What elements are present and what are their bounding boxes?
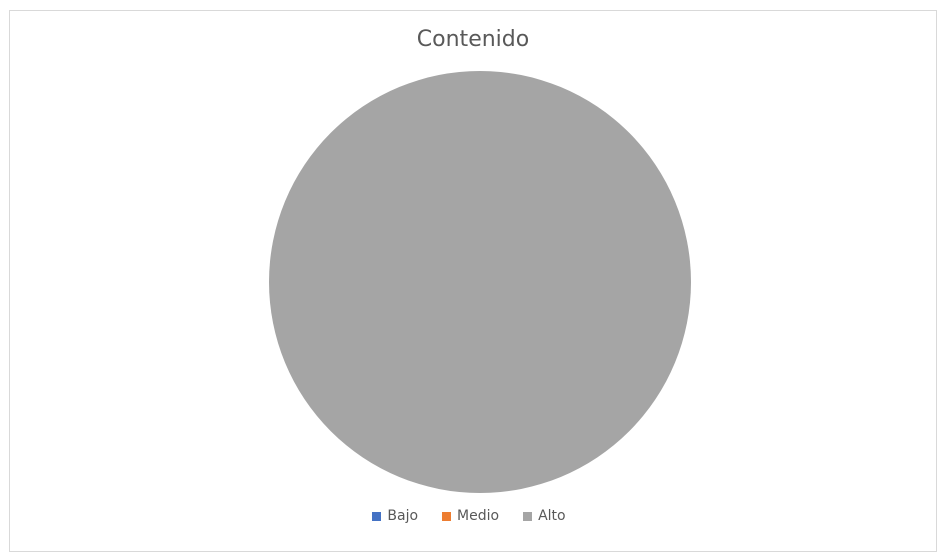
legend-label-alto: Alto xyxy=(538,508,566,524)
legend-swatch-alto xyxy=(523,511,533,521)
legend-swatch-bajo xyxy=(372,511,382,521)
legend-item-bajo: Bajo xyxy=(372,508,418,524)
legend: Bajo Medio Alto xyxy=(0,508,938,524)
legend-item-medio: Medio xyxy=(442,508,499,524)
pie-slice-alto xyxy=(269,71,691,493)
legend-swatch-medio xyxy=(442,511,452,521)
legend-item-alto: Alto xyxy=(523,508,566,524)
legend-label-bajo: Bajo xyxy=(387,508,419,524)
legend-label-medio: Medio xyxy=(457,508,500,524)
chart-title: Contenido xyxy=(416,27,530,52)
